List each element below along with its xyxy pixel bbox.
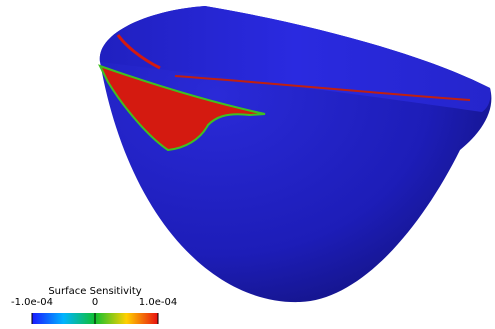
- color-legend: Surface Sensitivity -1.0e-04 0 1.0e-04: [11, 286, 177, 324]
- colorbar-tick-label: 0: [92, 297, 98, 308]
- colorbar-title: Surface Sensitivity: [48, 286, 141, 297]
- render-view: Surface Sensitivity -1.0e-04 0 1.0e-04: [0, 0, 495, 329]
- colorbar-tick-label: -1.0e-04: [11, 297, 53, 308]
- page: Surface Sensitivity -1.0e-04 0 1.0e-04 (…: [0, 0, 495, 329]
- surface: [100, 6, 492, 302]
- colorbar-tick-label: 1.0e-04: [139, 297, 177, 308]
